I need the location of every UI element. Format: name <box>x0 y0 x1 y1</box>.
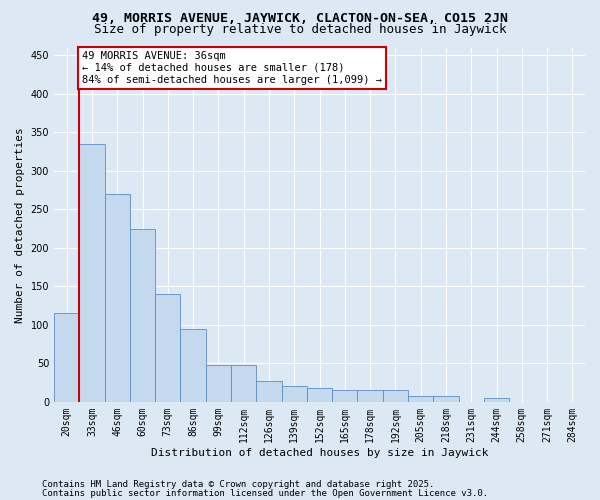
Bar <box>256 381 281 402</box>
Bar <box>104 194 130 402</box>
Text: Contains HM Land Registry data © Crown copyright and database right 2025.: Contains HM Land Registry data © Crown c… <box>42 480 434 489</box>
Bar <box>281 386 307 402</box>
Y-axis label: Number of detached properties: Number of detached properties <box>15 127 25 322</box>
Bar <box>155 294 181 402</box>
X-axis label: Distribution of detached houses by size in Jaywick: Distribution of detached houses by size … <box>151 448 488 458</box>
Bar <box>130 228 155 402</box>
Text: Contains public sector information licensed under the Open Government Licence v3: Contains public sector information licen… <box>42 488 488 498</box>
Bar <box>358 390 383 402</box>
Bar <box>206 365 231 402</box>
Bar <box>231 365 256 402</box>
Bar <box>383 390 408 402</box>
Bar <box>433 396 458 402</box>
Bar <box>484 398 509 402</box>
Bar <box>307 388 332 402</box>
Bar <box>54 313 79 402</box>
Text: 49 MORRIS AVENUE: 36sqm
← 14% of detached houses are smaller (178)
84% of semi-d: 49 MORRIS AVENUE: 36sqm ← 14% of detache… <box>82 52 382 84</box>
Bar <box>181 328 206 402</box>
Text: Size of property relative to detached houses in Jaywick: Size of property relative to detached ho… <box>94 22 506 36</box>
Text: 49, MORRIS AVENUE, JAYWICK, CLACTON-ON-SEA, CO15 2JN: 49, MORRIS AVENUE, JAYWICK, CLACTON-ON-S… <box>92 12 508 26</box>
Bar <box>332 390 358 402</box>
Bar <box>408 396 433 402</box>
Bar <box>79 144 104 402</box>
